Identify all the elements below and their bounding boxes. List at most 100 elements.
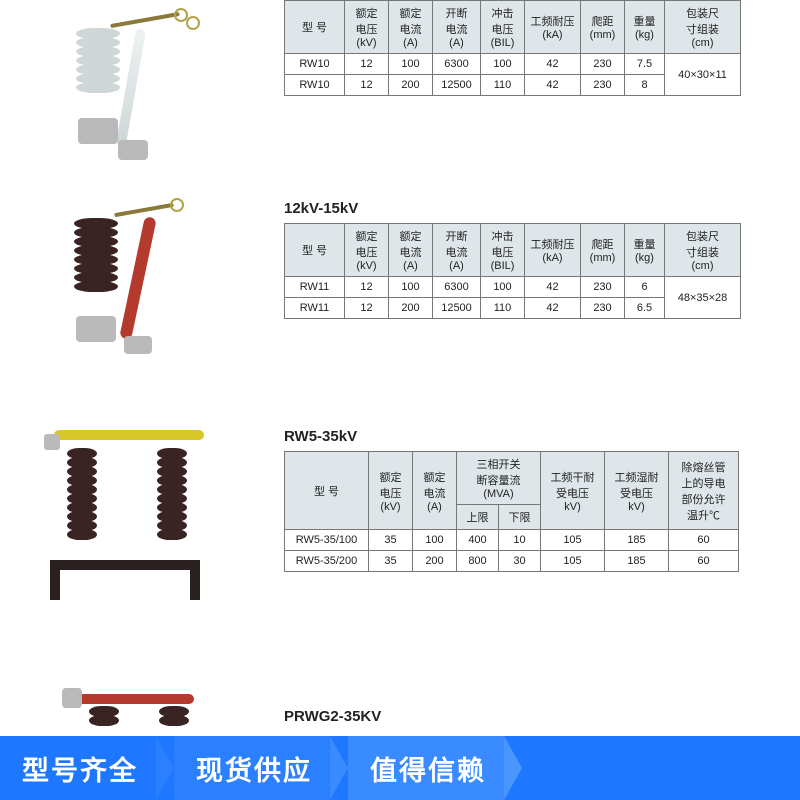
cell: 6300 bbox=[433, 54, 481, 75]
th-rated-voltage: 额定 电压 (kV) bbox=[369, 452, 413, 530]
cell-model: RW5-35/100 bbox=[285, 530, 369, 551]
cell: 200 bbox=[413, 551, 457, 572]
table-row: RW11 12 100 6300 100 42 230 6 48×35×28 bbox=[285, 277, 741, 298]
section-title: RW5-35kV bbox=[284, 428, 792, 445]
cell: 10 bbox=[499, 530, 541, 551]
cell: 230 bbox=[581, 277, 625, 298]
spec-table-1: 型 号 额定 电压 (kV) 额定 电流 (A) 开断 电流 (A) 冲击 电压… bbox=[284, 0, 741, 96]
cell-pack: 48×35×28 bbox=[665, 277, 741, 319]
cell: 230 bbox=[581, 54, 625, 75]
th-rated-voltage: 额定 电压 (kV) bbox=[345, 224, 389, 277]
chevron-divider-icon bbox=[156, 736, 174, 800]
th-break-current: 开断 电流 (A) bbox=[433, 224, 481, 277]
th-pf-dry: 工频干耐 受电压 kV) bbox=[541, 452, 605, 530]
cell: 42 bbox=[525, 298, 581, 319]
cell: 6300 bbox=[433, 277, 481, 298]
cell: 35 bbox=[369, 530, 413, 551]
spec-table-3: 型 号 额定 电压 (kV) 额定 电流 (A) 三相开关 断容量流 (MVA)… bbox=[284, 451, 739, 572]
cell: 110 bbox=[481, 298, 525, 319]
page-root: 型 号 额定 电压 (kV) 额定 电流 (A) 开断 电流 (A) 冲击 电压… bbox=[0, 0, 800, 800]
cell: 42 bbox=[525, 75, 581, 96]
table-row: RW10 12 100 6300 100 42 230 7.5 40×30×11 bbox=[285, 54, 741, 75]
chevron-divider-icon bbox=[504, 736, 522, 800]
cell: 230 bbox=[581, 298, 625, 319]
th-rated-current: 额定 电流 (A) bbox=[389, 224, 433, 277]
chevron-divider-icon bbox=[330, 736, 348, 800]
cell: 12 bbox=[345, 54, 389, 75]
cell: 60 bbox=[669, 551, 739, 572]
cell: 12 bbox=[345, 298, 389, 319]
banner-tag-2: 现货供应 bbox=[174, 736, 330, 800]
th-rated-current: 额定 电流 (A) bbox=[413, 452, 457, 530]
product-image-rw5-35 bbox=[14, 410, 224, 610]
table-row: RW5-35/200 35 200 800 30 105 185 60 bbox=[285, 551, 739, 572]
cell: 6 bbox=[625, 277, 665, 298]
cell: 230 bbox=[581, 75, 625, 96]
cell: 100 bbox=[413, 530, 457, 551]
product-image-prwg2 bbox=[14, 648, 224, 734]
promo-banner: 型号齐全 现货供应 值得信赖 bbox=[0, 736, 800, 800]
section-12kv-15kv: 12kV-15kV 型 号 额定 电压 (kV) 额定 电流 (A) 开断 电流… bbox=[284, 200, 792, 319]
th-model: 型 号 bbox=[285, 452, 369, 530]
cell: 35 bbox=[369, 551, 413, 572]
cell: 12500 bbox=[433, 298, 481, 319]
th-weight: 重量 (kg) bbox=[625, 224, 665, 277]
th-mva-low: 下限 bbox=[499, 505, 541, 530]
cell: 200 bbox=[389, 75, 433, 96]
cell: 7.5 bbox=[625, 54, 665, 75]
cell: 800 bbox=[457, 551, 499, 572]
cell: 110 bbox=[481, 75, 525, 96]
th-impulse: 冲击 电压 (BIL) bbox=[481, 1, 525, 54]
spec-table-2: 型 号 额定 电压 (kV) 额定 电流 (A) 开断 电流 (A) 冲击 电压… bbox=[284, 223, 741, 319]
th-creepage: 爬距 (mm) bbox=[581, 1, 625, 54]
th-break-current: 开断 电流 (A) bbox=[433, 1, 481, 54]
th-pf: 工频耐压 (kA) bbox=[525, 1, 581, 54]
banner-tag-1: 型号齐全 bbox=[0, 736, 156, 800]
th-model: 型 号 bbox=[285, 224, 345, 277]
section-rw5-35kv: RW5-35kV 型 号 额定 电压 (kV) 额定 电流 (A) 三相开关 断… bbox=[284, 428, 792, 572]
cell: 105 bbox=[541, 530, 605, 551]
th-model: 型 号 bbox=[285, 1, 345, 54]
product-image-rw11 bbox=[14, 190, 224, 368]
th-mva-up: 上限 bbox=[457, 505, 499, 530]
table-row: RW5-35/100 35 100 400 10 105 185 60 bbox=[285, 530, 739, 551]
cell: 6.5 bbox=[625, 298, 665, 319]
cell: 12500 bbox=[433, 75, 481, 96]
th-pf-wet: 工频湿耐 受电压 kV) bbox=[605, 452, 669, 530]
cell: 8 bbox=[625, 75, 665, 96]
table-rw10: 型 号 额定 电压 (kV) 额定 电流 (A) 开断 电流 (A) 冲击 电压… bbox=[284, 0, 792, 96]
th-pf: 工频耐压 (kA) bbox=[525, 224, 581, 277]
cell: 400 bbox=[457, 530, 499, 551]
cell: 100 bbox=[389, 277, 433, 298]
cell: 105 bbox=[541, 551, 605, 572]
th-rated-voltage: 额定 电压 (kV) bbox=[345, 1, 389, 54]
cell-model: RW10 bbox=[285, 75, 345, 96]
cell: 12 bbox=[345, 277, 389, 298]
section-prwg2-35kv: PRWG2-35KV bbox=[284, 708, 381, 731]
cell: 185 bbox=[605, 551, 669, 572]
cell-pack: 40×30×11 bbox=[665, 54, 741, 96]
cell: 42 bbox=[525, 54, 581, 75]
cell: 100 bbox=[389, 54, 433, 75]
th-impulse: 冲击 电压 (BIL) bbox=[481, 224, 525, 277]
cell: 12 bbox=[345, 75, 389, 96]
th-pack: 包装尺 寸组装 (cm) bbox=[665, 224, 741, 277]
th-mva: 三相开关 断容量流 (MVA) bbox=[457, 452, 541, 505]
cell: 42 bbox=[525, 277, 581, 298]
cell-model: RW5-35/200 bbox=[285, 551, 369, 572]
cell: 100 bbox=[481, 277, 525, 298]
th-rated-current: 额定 电流 (A) bbox=[389, 1, 433, 54]
section-title: 12kV-15kV bbox=[284, 200, 792, 217]
cell: 100 bbox=[481, 54, 525, 75]
cell: 185 bbox=[605, 530, 669, 551]
th-pack: 包装尺 寸组装 (cm) bbox=[665, 1, 741, 54]
product-image-rw10 bbox=[14, 0, 224, 178]
cell: 60 bbox=[669, 530, 739, 551]
banner-tag-3: 值得信赖 bbox=[348, 736, 504, 800]
cell-model: RW10 bbox=[285, 54, 345, 75]
cell: 200 bbox=[389, 298, 433, 319]
th-creepage: 爬距 (mm) bbox=[581, 224, 625, 277]
section-title: PRWG2-35KV bbox=[284, 708, 381, 725]
th-weight: 重量 (kg) bbox=[625, 1, 665, 54]
cell-model: RW11 bbox=[285, 277, 345, 298]
